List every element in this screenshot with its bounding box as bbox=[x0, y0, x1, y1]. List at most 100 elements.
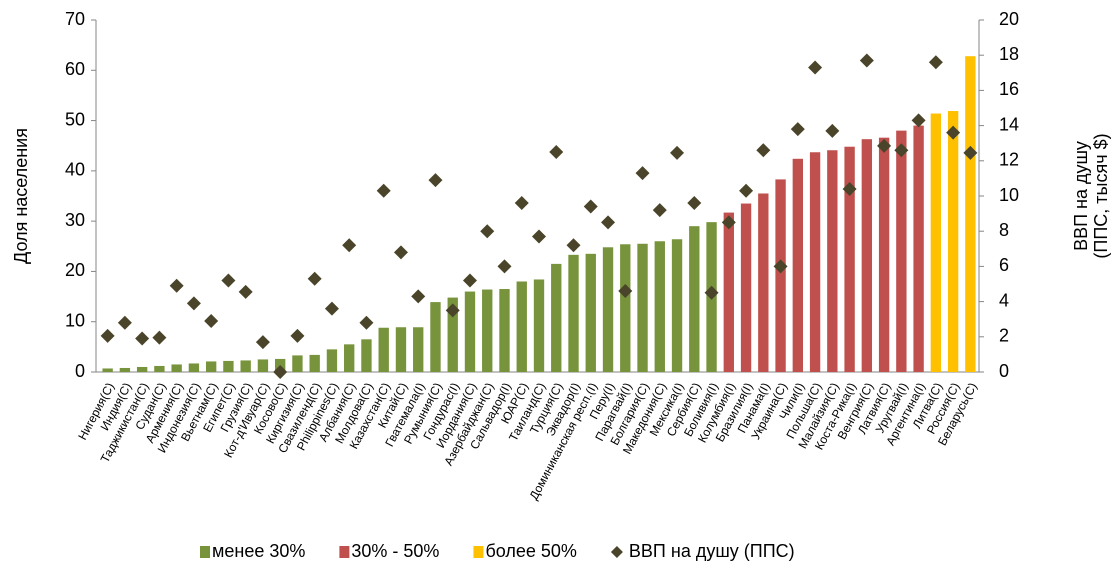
bar bbox=[551, 263, 562, 372]
y2-tick-label: 10 bbox=[999, 185, 1019, 205]
bar bbox=[775, 179, 786, 372]
bar bbox=[464, 291, 476, 372]
bar bbox=[913, 125, 924, 372]
diamond-marker bbox=[169, 278, 184, 293]
bar bbox=[102, 368, 113, 372]
diamond-marker bbox=[618, 284, 633, 299]
bar bbox=[533, 279, 545, 372]
diamond-marker bbox=[324, 301, 339, 316]
diamond-marker bbox=[480, 224, 495, 239]
diamond-marker bbox=[704, 285, 719, 300]
diamond-marker bbox=[877, 138, 892, 153]
diamond-marker bbox=[290, 328, 305, 343]
bar bbox=[188, 363, 200, 372]
diamond-marker bbox=[393, 245, 408, 260]
bar bbox=[447, 297, 458, 372]
diamond-marker bbox=[186, 296, 201, 311]
y2-tick-label: 2 bbox=[999, 326, 1009, 346]
bar bbox=[671, 239, 683, 372]
legend-label: ВВП на душу (ППС) bbox=[629, 541, 795, 561]
bar bbox=[171, 364, 182, 372]
legend-marker bbox=[200, 546, 210, 558]
bar bbox=[568, 254, 579, 372]
y-tick-label: 60 bbox=[65, 59, 85, 79]
diamond-marker bbox=[635, 166, 650, 181]
diamond-marker bbox=[808, 60, 823, 75]
bar bbox=[654, 241, 665, 372]
y2-tick-label: 0 bbox=[999, 361, 1009, 381]
y-tick-label: 20 bbox=[65, 260, 85, 280]
y2-tick-label: 18 bbox=[999, 44, 1019, 64]
diamond-marker bbox=[411, 289, 426, 304]
diamond-marker bbox=[117, 315, 132, 330]
diamond-marker bbox=[601, 215, 616, 230]
bar bbox=[620, 244, 631, 372]
bar bbox=[844, 146, 855, 372]
diamond-marker bbox=[687, 196, 702, 211]
bar bbox=[861, 139, 873, 372]
bar bbox=[965, 56, 976, 372]
bar bbox=[896, 130, 907, 372]
diamond-marker bbox=[445, 303, 460, 318]
bar bbox=[758, 193, 769, 372]
bar bbox=[516, 281, 527, 372]
diamond-marker bbox=[928, 55, 943, 70]
diamond-marker bbox=[566, 238, 581, 253]
bar bbox=[827, 150, 838, 372]
bar bbox=[809, 152, 821, 372]
y-tick-label: 40 bbox=[65, 160, 85, 180]
diamond-marker bbox=[100, 328, 115, 343]
diamond-marker bbox=[773, 259, 788, 274]
bar bbox=[223, 360, 234, 372]
bar bbox=[326, 349, 338, 372]
y2-axis-label: (ППС, тысяч $) bbox=[1091, 133, 1111, 258]
bar bbox=[947, 111, 959, 372]
diamond-marker bbox=[152, 330, 167, 345]
bar bbox=[240, 360, 251, 372]
legend-marker bbox=[473, 546, 484, 558]
diamond-marker bbox=[221, 273, 236, 288]
bar bbox=[361, 339, 372, 372]
legend-marker bbox=[610, 546, 623, 558]
y-tick-label: 70 bbox=[65, 9, 85, 29]
legend-label: менее 30% bbox=[212, 541, 305, 561]
diamond-marker bbox=[652, 203, 667, 218]
bar bbox=[136, 366, 148, 372]
diamond-marker bbox=[911, 113, 926, 128]
legend-marker bbox=[339, 546, 350, 558]
y2-tick-label: 6 bbox=[999, 255, 1009, 275]
legend-label: 30% - 50% bbox=[351, 541, 439, 561]
bar bbox=[119, 367, 131, 372]
diamond-marker bbox=[790, 122, 805, 137]
diamond-marker bbox=[428, 173, 443, 188]
bar bbox=[309, 354, 320, 372]
diamond-marker bbox=[721, 215, 736, 230]
y2-tick-label: 20 bbox=[999, 9, 1019, 29]
diamond-marker bbox=[859, 53, 874, 68]
bar bbox=[723, 212, 734, 372]
legend-label: более 50% bbox=[485, 541, 576, 561]
diamond-marker bbox=[376, 183, 391, 198]
diamond-marker bbox=[255, 335, 270, 350]
y-axis-label: Доля населения bbox=[11, 128, 31, 264]
diamond-marker bbox=[670, 145, 685, 160]
y-tick-label: 50 bbox=[65, 109, 85, 129]
y2-tick-label: 16 bbox=[999, 79, 1019, 99]
diamond-marker bbox=[894, 143, 909, 158]
bar bbox=[413, 327, 424, 372]
diamond-marker bbox=[825, 123, 840, 138]
diamond-marker bbox=[307, 271, 322, 286]
bar bbox=[637, 243, 648, 372]
diamond-marker bbox=[359, 315, 374, 330]
y-tick-label: 30 bbox=[65, 210, 85, 230]
diamond-marker bbox=[342, 238, 357, 253]
diamond-marker bbox=[204, 313, 219, 328]
bar bbox=[205, 361, 217, 372]
diamond-marker bbox=[462, 273, 477, 288]
bar bbox=[154, 365, 165, 372]
diamond-marker bbox=[238, 284, 253, 299]
bar bbox=[792, 158, 803, 372]
diamond-marker bbox=[963, 145, 978, 160]
